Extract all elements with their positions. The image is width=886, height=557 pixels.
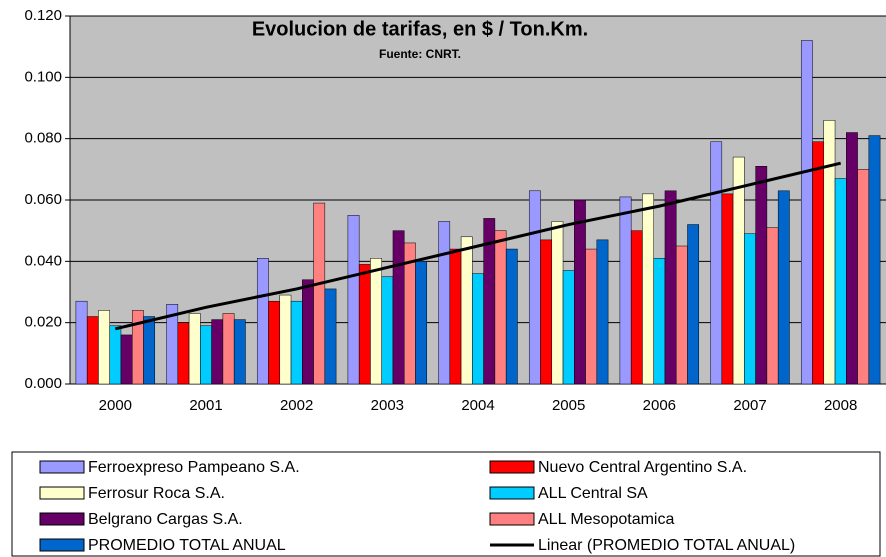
legend-label: Nuevo Central Argentino S.A.: [538, 459, 747, 476]
bar: [415, 261, 428, 385]
trend-line: [114, 161, 842, 331]
bar: [857, 169, 870, 385]
x-tick-label: 2003: [371, 397, 404, 414]
bar: [653, 258, 666, 385]
bar: [347, 215, 360, 385]
bar: [777, 190, 790, 385]
bar: [143, 316, 156, 385]
y-tick-label: 0.040: [24, 252, 62, 269]
bar: [200, 325, 212, 385]
bar: [268, 300, 281, 385]
bar: [290, 300, 303, 385]
bar: [710, 141, 723, 385]
legend-label: Belgrano Cargas S.A.: [88, 511, 243, 528]
bar: [120, 334, 133, 385]
bar: [687, 224, 700, 385]
x-tick-label: 2000: [99, 397, 132, 414]
bar: [211, 319, 224, 385]
bar: [75, 300, 88, 385]
bar: [619, 196, 632, 385]
y-tick-label: 0.060: [24, 191, 62, 208]
bar: [551, 221, 564, 385]
x-tick-label: 2006: [643, 397, 676, 414]
x-tick-label: 2002: [280, 397, 313, 414]
bar: [585, 248, 598, 385]
bar: [324, 288, 337, 385]
bar: [313, 202, 326, 385]
x-tick-label: 2004: [461, 397, 494, 414]
bar: [642, 193, 654, 385]
bar: [449, 248, 462, 385]
y-tick-label: 0.120: [24, 7, 62, 24]
legend-label: Linear (PROMEDIO TOTAL ANUAL): [538, 537, 795, 554]
bar: [540, 239, 553, 385]
y-tick-label: 0.020: [24, 314, 62, 331]
bar: [256, 258, 269, 385]
bar: [358, 264, 371, 385]
bar: [233, 319, 246, 385]
bar: [98, 310, 110, 385]
bar: [109, 325, 122, 385]
x-tick-label: 2005: [552, 397, 585, 414]
legend-swatch: [39, 512, 85, 526]
bar: [744, 233, 756, 385]
bar: [846, 132, 858, 385]
legend-label: ALL Mesopotamica: [538, 511, 674, 528]
bar: [472, 273, 484, 385]
legend-swatch: [489, 460, 535, 474]
y-tick-label: 0.000: [24, 375, 62, 392]
chart-subtitle: Fuente: CNRT.: [379, 47, 461, 61]
y-tick-label: 0.100: [24, 68, 62, 85]
bar: [823, 120, 836, 385]
legend-swatch: [39, 486, 85, 500]
bar: [721, 193, 734, 385]
bar: [392, 230, 405, 385]
bar: [505, 248, 518, 385]
bar: [812, 141, 825, 385]
legend-swatch: [489, 512, 535, 526]
bar: [302, 279, 314, 385]
legend-label: Ferrosur Roca S.A.: [88, 485, 225, 502]
bar: [868, 135, 881, 385]
bar: [766, 227, 779, 385]
bar: [528, 190, 541, 385]
bar: [574, 199, 586, 385]
x-tick-label: 2001: [189, 397, 222, 414]
legend-label: PROMEDIO TOTAL ANUAL: [88, 537, 286, 554]
bar: [279, 294, 292, 385]
legend-swatch: [489, 486, 535, 500]
bar: [370, 258, 382, 385]
y-tick-label: 0.080: [24, 130, 62, 147]
bar: [675, 245, 688, 385]
legend-box: [11, 451, 881, 557]
x-tick-label: 2007: [733, 397, 766, 414]
x-tick-label: 2008: [824, 397, 857, 414]
bar: [755, 166, 768, 385]
legend-label: ALL Central SA: [538, 485, 648, 502]
bar: [562, 270, 575, 385]
bar: [177, 322, 190, 385]
bar: [86, 316, 99, 385]
chart-title: Evolucion de tarifas, en $ / Ton.Km.: [252, 18, 588, 40]
bar: [664, 190, 677, 385]
bar: [438, 221, 451, 385]
legend-swatch: [39, 538, 85, 552]
bar: [596, 239, 609, 385]
bar: [630, 230, 643, 385]
bar: [381, 276, 394, 385]
bar: [834, 178, 847, 385]
bar: [732, 156, 745, 385]
bar: [800, 40, 813, 385]
bar: [222, 313, 235, 385]
bar: [188, 313, 201, 385]
legend-swatch: [39, 460, 85, 474]
bar: [494, 230, 507, 385]
bar: [460, 236, 473, 385]
legend-label: Ferroexpreso Pampeano S.A.: [88, 459, 300, 476]
